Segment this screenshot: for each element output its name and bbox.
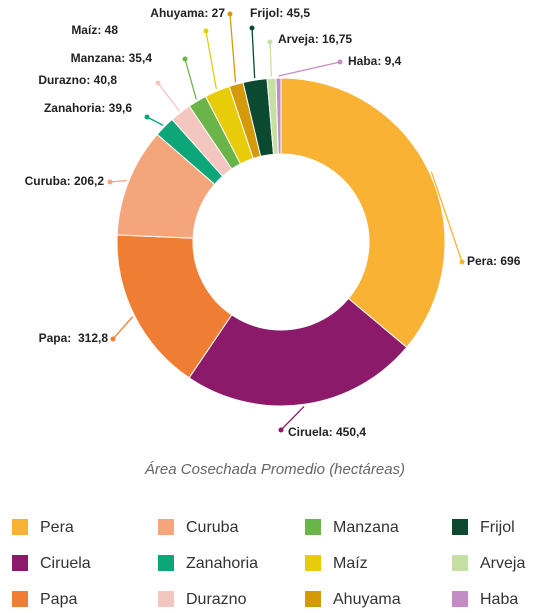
leader-line xyxy=(229,13,237,83)
legend-swatch xyxy=(305,519,321,535)
data-label: Zanahoria: 39,6 xyxy=(44,101,132,115)
leader-dot xyxy=(459,259,465,265)
data-label: Pera: 696 xyxy=(467,254,521,268)
legend-swatch xyxy=(452,555,468,571)
legend-swatch xyxy=(12,555,28,571)
legend-label: Maíz xyxy=(333,555,368,572)
leader-line xyxy=(430,171,463,263)
legend-label: Zanahoria xyxy=(186,555,258,572)
legend-label: Curuba xyxy=(186,519,239,536)
legend-label: Durazno xyxy=(186,591,247,608)
leader-dot xyxy=(144,114,150,120)
legend-swatch xyxy=(452,519,468,535)
legend-label: Manzana xyxy=(333,519,399,536)
leader-dot xyxy=(155,80,161,86)
legend-label: Pera xyxy=(40,519,74,536)
leader-line xyxy=(278,61,341,77)
leader-dot xyxy=(203,28,209,34)
leader-line xyxy=(280,405,305,431)
leader-line xyxy=(157,82,180,112)
data-label: Frijol: 45,5 xyxy=(250,6,310,20)
leader-line xyxy=(146,116,164,126)
legend-label: Ahuyama xyxy=(333,591,401,608)
leader-line xyxy=(205,30,218,90)
legend-swatch xyxy=(12,519,28,535)
leader-dot xyxy=(249,25,255,31)
data-label: Ahuyama: 27 xyxy=(150,6,225,20)
legend-swatch xyxy=(158,555,174,571)
data-label: Durazno: 40,8 xyxy=(38,73,117,87)
data-label: Ciruela: 450,4 xyxy=(288,425,366,439)
donut-slice xyxy=(280,77,446,349)
leader-line xyxy=(112,316,134,340)
leader-dot xyxy=(110,336,116,342)
legend-label: Arveja xyxy=(480,555,525,572)
data-label: Maíz: 48 xyxy=(71,23,118,37)
legend-label: Frijol xyxy=(480,519,515,536)
legend-label: Haba xyxy=(480,591,518,608)
legend-swatch xyxy=(305,591,321,607)
leader-dot xyxy=(227,11,233,17)
legend-swatch xyxy=(158,591,174,607)
legend-swatch xyxy=(158,519,174,535)
data-label: Arveja: 16,75 xyxy=(278,32,352,46)
legend-swatch xyxy=(305,555,321,571)
leader-dot xyxy=(267,39,273,45)
chart-title: Área Cosechada Promedio (hectáreas) xyxy=(144,461,405,478)
leader-line xyxy=(251,27,256,79)
legend-swatch xyxy=(12,591,28,607)
legend-swatch xyxy=(452,591,468,607)
donut-slice xyxy=(275,77,282,155)
leader-line xyxy=(109,179,127,183)
leader-dot xyxy=(278,427,284,433)
data-label: Papa: 312,8 xyxy=(39,331,109,345)
leader-dot xyxy=(337,59,343,65)
legend-label: Ciruela xyxy=(40,555,91,572)
data-label: Haba: 9,4 xyxy=(348,54,402,68)
donut-slice xyxy=(188,297,408,407)
leader-dot xyxy=(107,179,113,185)
leader-line xyxy=(269,41,273,77)
data-label: Manzana: 35,4 xyxy=(71,51,153,65)
leader-line xyxy=(184,58,197,100)
legend-label: Papa xyxy=(40,591,77,608)
leader-dot xyxy=(182,56,188,62)
data-label: Curuba: 206,2 xyxy=(25,174,105,188)
